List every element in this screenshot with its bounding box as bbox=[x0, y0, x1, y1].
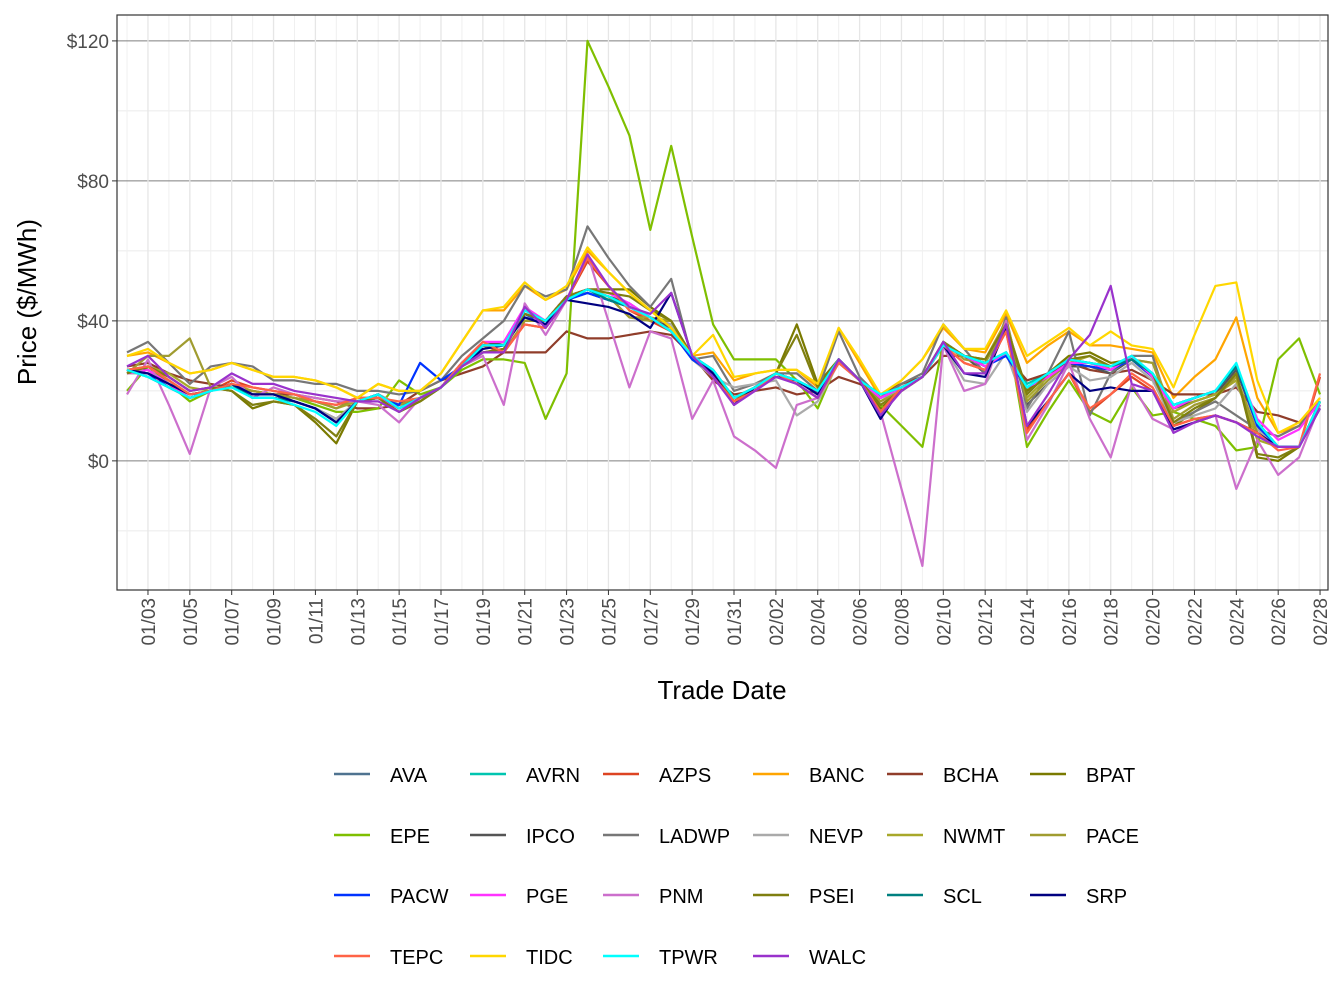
x-tick-label: 01/03 bbox=[139, 598, 160, 646]
x-tick-label: 02/14 bbox=[1018, 598, 1039, 646]
major-gridlines bbox=[117, 15, 1328, 590]
legend-label: TIDC bbox=[526, 947, 573, 969]
legend-label: NEVP bbox=[809, 826, 863, 848]
series-line-epe bbox=[126, 39, 1322, 452]
legend-label: EPE bbox=[390, 826, 430, 848]
legend-item-avrn: AVRN bbox=[470, 765, 580, 787]
legend-label: PSEI bbox=[809, 886, 855, 908]
legend-item-bcha: BCHA bbox=[887, 765, 999, 787]
plot-panel-border bbox=[116, 14, 1329, 591]
x-tick-label: 01/17 bbox=[432, 598, 453, 646]
legend-item-psei: PSEI bbox=[753, 886, 855, 908]
legend-item-tepc: TEPC bbox=[334, 947, 443, 969]
series-line-tpwr bbox=[126, 288, 1321, 448]
y-tick-label: $0 bbox=[88, 452, 109, 473]
legend-item-nevp: NEVP bbox=[753, 826, 863, 848]
x-axis-title: Trade Date bbox=[657, 675, 786, 705]
legend-label: NWMT bbox=[943, 826, 1005, 848]
x-tick-label: 02/26 bbox=[1269, 598, 1290, 646]
legend-label: TEPC bbox=[390, 947, 443, 969]
legend-item-tidc: TIDC bbox=[470, 947, 573, 969]
legend-item-ava: AVA bbox=[334, 765, 428, 787]
x-tick-label: 02/16 bbox=[1060, 598, 1081, 646]
legend-item-scl: SCL bbox=[887, 886, 982, 908]
x-tick-label: 01/07 bbox=[223, 598, 244, 646]
legend-item-tpwr: TPWR bbox=[603, 947, 718, 969]
legend-label: WALC bbox=[809, 947, 866, 969]
series-line-nevp bbox=[127, 291, 1321, 448]
legend-item-bpat: BPAT bbox=[1030, 765, 1135, 787]
x-tick-label: 02/20 bbox=[1144, 598, 1165, 646]
x-tick-label: 01/25 bbox=[599, 598, 620, 646]
x-tick-label: 01/27 bbox=[641, 598, 662, 646]
x-tick-label: 01/29 bbox=[683, 598, 704, 646]
x-tick-label: 01/15 bbox=[390, 598, 411, 646]
legend: AVA AVRN AZPS BANC BCHA BPAT EPE IPCO LADWP NEVP N… bbox=[334, 765, 1139, 969]
legend-item-ladwp: LADWP bbox=[603, 826, 730, 848]
y-tick-label: $120 bbox=[67, 32, 109, 53]
legend-label: PNM bbox=[659, 886, 703, 908]
x-tick-label: 01/23 bbox=[558, 598, 579, 646]
x-tick-label: 02/06 bbox=[851, 598, 872, 646]
x-tick-label: 01/31 bbox=[725, 598, 746, 646]
y-tick-label: $80 bbox=[77, 172, 109, 193]
minor-gridlines bbox=[117, 15, 1328, 590]
legend-item-srp: SRP bbox=[1030, 886, 1127, 908]
legend-item-epe: EPE bbox=[334, 826, 430, 848]
legend-label: BCHA bbox=[943, 765, 999, 787]
legend-item-pnm: PNM bbox=[603, 886, 703, 908]
legend-item-banc: BANC bbox=[753, 765, 865, 787]
x-tick-label: 02/24 bbox=[1227, 598, 1248, 646]
legend-label: SRP bbox=[1086, 886, 1127, 908]
x-tick-label: 02/02 bbox=[767, 598, 788, 646]
x-tick-label: 02/28 bbox=[1311, 598, 1332, 646]
x-tick-label: 01/19 bbox=[474, 598, 495, 646]
x-tick-label: 02/12 bbox=[976, 598, 997, 646]
x-tick-label: 01/11 bbox=[306, 598, 327, 644]
legend-label: PGE bbox=[526, 886, 568, 908]
x-tick-label: 01/21 bbox=[516, 598, 537, 646]
x-tick-label: 01/09 bbox=[265, 598, 286, 646]
series-line-walc bbox=[126, 253, 1321, 448]
legend-label: AZPS bbox=[659, 765, 711, 787]
series-line-pnm bbox=[126, 253, 1322, 567]
x-tick-label: 02/08 bbox=[892, 598, 913, 646]
x-tick-label: 01/13 bbox=[348, 598, 369, 646]
y-axis-title: Price ($/MWh) bbox=[12, 219, 42, 385]
x-tick-label: 02/18 bbox=[1102, 598, 1123, 646]
legend-label: TPWR bbox=[659, 947, 718, 969]
legend-item-pace: PACE bbox=[1030, 826, 1139, 848]
x-tick-label: 02/22 bbox=[1185, 598, 1206, 646]
legend-label: SCL bbox=[943, 886, 982, 908]
legend-item-azps: AZPS bbox=[603, 765, 711, 787]
legend-label: AVRN bbox=[526, 765, 580, 787]
x-tick-label: 01/05 bbox=[181, 598, 202, 646]
legend-label: AVA bbox=[390, 765, 428, 787]
legend-label: IPCO bbox=[526, 826, 575, 848]
x-tick-label: 02/10 bbox=[934, 598, 955, 646]
legend-label: BANC bbox=[809, 765, 865, 787]
legend-item-nwmt: NWMT bbox=[887, 826, 1005, 848]
legend-label: PACW bbox=[390, 886, 449, 908]
x-tick-label: 02/04 bbox=[809, 598, 830, 646]
x-axis: 01/03 01/05 01/07 01/09 01/11 01/13 01/15 01/17… bbox=[139, 590, 1332, 646]
legend-label: PACE bbox=[1086, 826, 1139, 848]
legend-item-walc: WALC bbox=[753, 947, 866, 969]
legend-label: LADWP bbox=[659, 826, 730, 848]
legend-item-pacw: PACW bbox=[334, 886, 449, 908]
series-lines bbox=[126, 39, 1322, 567]
legend-item-pge: PGE bbox=[470, 886, 568, 908]
y-axis: $0 $40 $80 $120 bbox=[67, 32, 117, 473]
legend-label: BPAT bbox=[1086, 765, 1135, 787]
y-tick-label: $40 bbox=[77, 312, 109, 333]
legend-item-ipco: IPCO bbox=[470, 826, 575, 848]
